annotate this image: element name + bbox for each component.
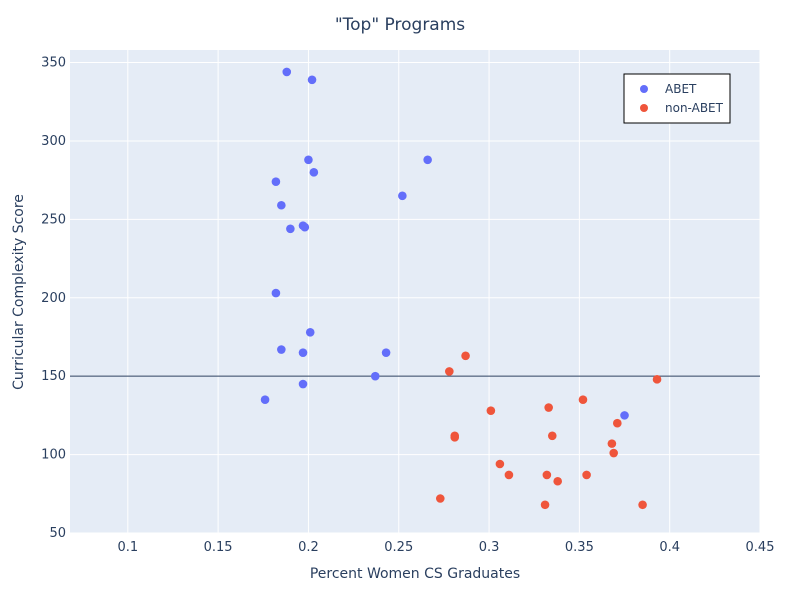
point-non-abet: [607, 439, 617, 448]
point-abet: [260, 395, 270, 405]
x-tick-label: 0.45: [746, 540, 775, 555]
legend-marker-abet: [640, 85, 648, 93]
x-tick-label: 0.3: [479, 540, 500, 555]
legend-label-abet: ABET: [665, 82, 697, 96]
point-non-abet: [504, 470, 514, 480]
point-abet: [271, 288, 281, 298]
y-axis-title: Curricular Complexity Score: [11, 194, 27, 390]
data-points: [260, 67, 662, 510]
point-non-abet: [435, 494, 445, 503]
point-abet: [307, 75, 317, 85]
x-tick-label: 0.1: [117, 540, 138, 555]
legend-box: [623, 73, 731, 124]
point-non-abet: [495, 459, 505, 469]
point-abet: [309, 168, 319, 177]
point-abet: [282, 67, 292, 77]
point-non-abet: [540, 500, 550, 510]
point-non-abet: [609, 448, 618, 458]
y-tick-label: 250: [41, 212, 66, 227]
chart-title: "Top" Programs: [335, 15, 465, 35]
point-non-abet: [582, 470, 591, 480]
x-tick-label: 0.2: [298, 540, 319, 555]
x-tick-label: 0.4: [659, 540, 680, 555]
plot-background: [70, 50, 760, 533]
point-abet: [304, 155, 313, 165]
x-tick-label: 0.35: [565, 540, 594, 555]
y-tick-label: 300: [41, 134, 66, 149]
point-non-abet: [638, 500, 647, 510]
point-non-abet: [450, 433, 460, 442]
point-abet: [423, 155, 432, 165]
point-abet: [381, 348, 391, 357]
point-abet: [277, 345, 286, 354]
point-abet: [286, 224, 295, 234]
point-abet: [277, 200, 286, 210]
y-tick-label: 50: [49, 526, 66, 541]
point-non-abet: [553, 476, 562, 486]
x-tick-labels: 0.1 0.15 0.2 0.25 0.3 0.35 0.4 0.45: [117, 540, 774, 555]
point-abet: [370, 371, 380, 381]
point-non-abet: [445, 367, 454, 376]
point-abet: [398, 191, 407, 201]
point-non-abet: [547, 431, 557, 441]
point-abet: [271, 177, 281, 187]
point-abet: [305, 327, 315, 337]
legend-label-non-abet: non-ABET: [665, 101, 724, 115]
legend-marker-non-abet: [640, 104, 648, 112]
point-abet: [298, 348, 308, 357]
point-non-abet: [652, 375, 662, 384]
point-abet: [298, 379, 308, 389]
point-non-abet: [613, 418, 622, 428]
point-non-abet: [578, 395, 588, 405]
x-axis-title: Percent Women CS Graduates: [310, 566, 520, 582]
point-non-abet: [486, 406, 496, 415]
y-tick-label: 350: [41, 56, 66, 71]
point-non-abet: [544, 403, 553, 412]
point-non-abet: [461, 351, 470, 361]
x-tick-label: 0.25: [384, 540, 413, 555]
point-abet: [300, 222, 310, 232]
legend: ABET non-ABET: [623, 73, 731, 124]
y-tick-labels: 50 100 150 200 250 300 350: [41, 56, 66, 541]
y-tick-label: 200: [41, 291, 66, 306]
point-abet: [620, 411, 629, 420]
x-gridlines: [127, 50, 761, 533]
point-non-abet: [542, 470, 552, 480]
x-tick-label: 0.15: [204, 540, 233, 555]
y-tick-label: 100: [41, 448, 66, 463]
y-tick-label: 150: [41, 369, 66, 384]
